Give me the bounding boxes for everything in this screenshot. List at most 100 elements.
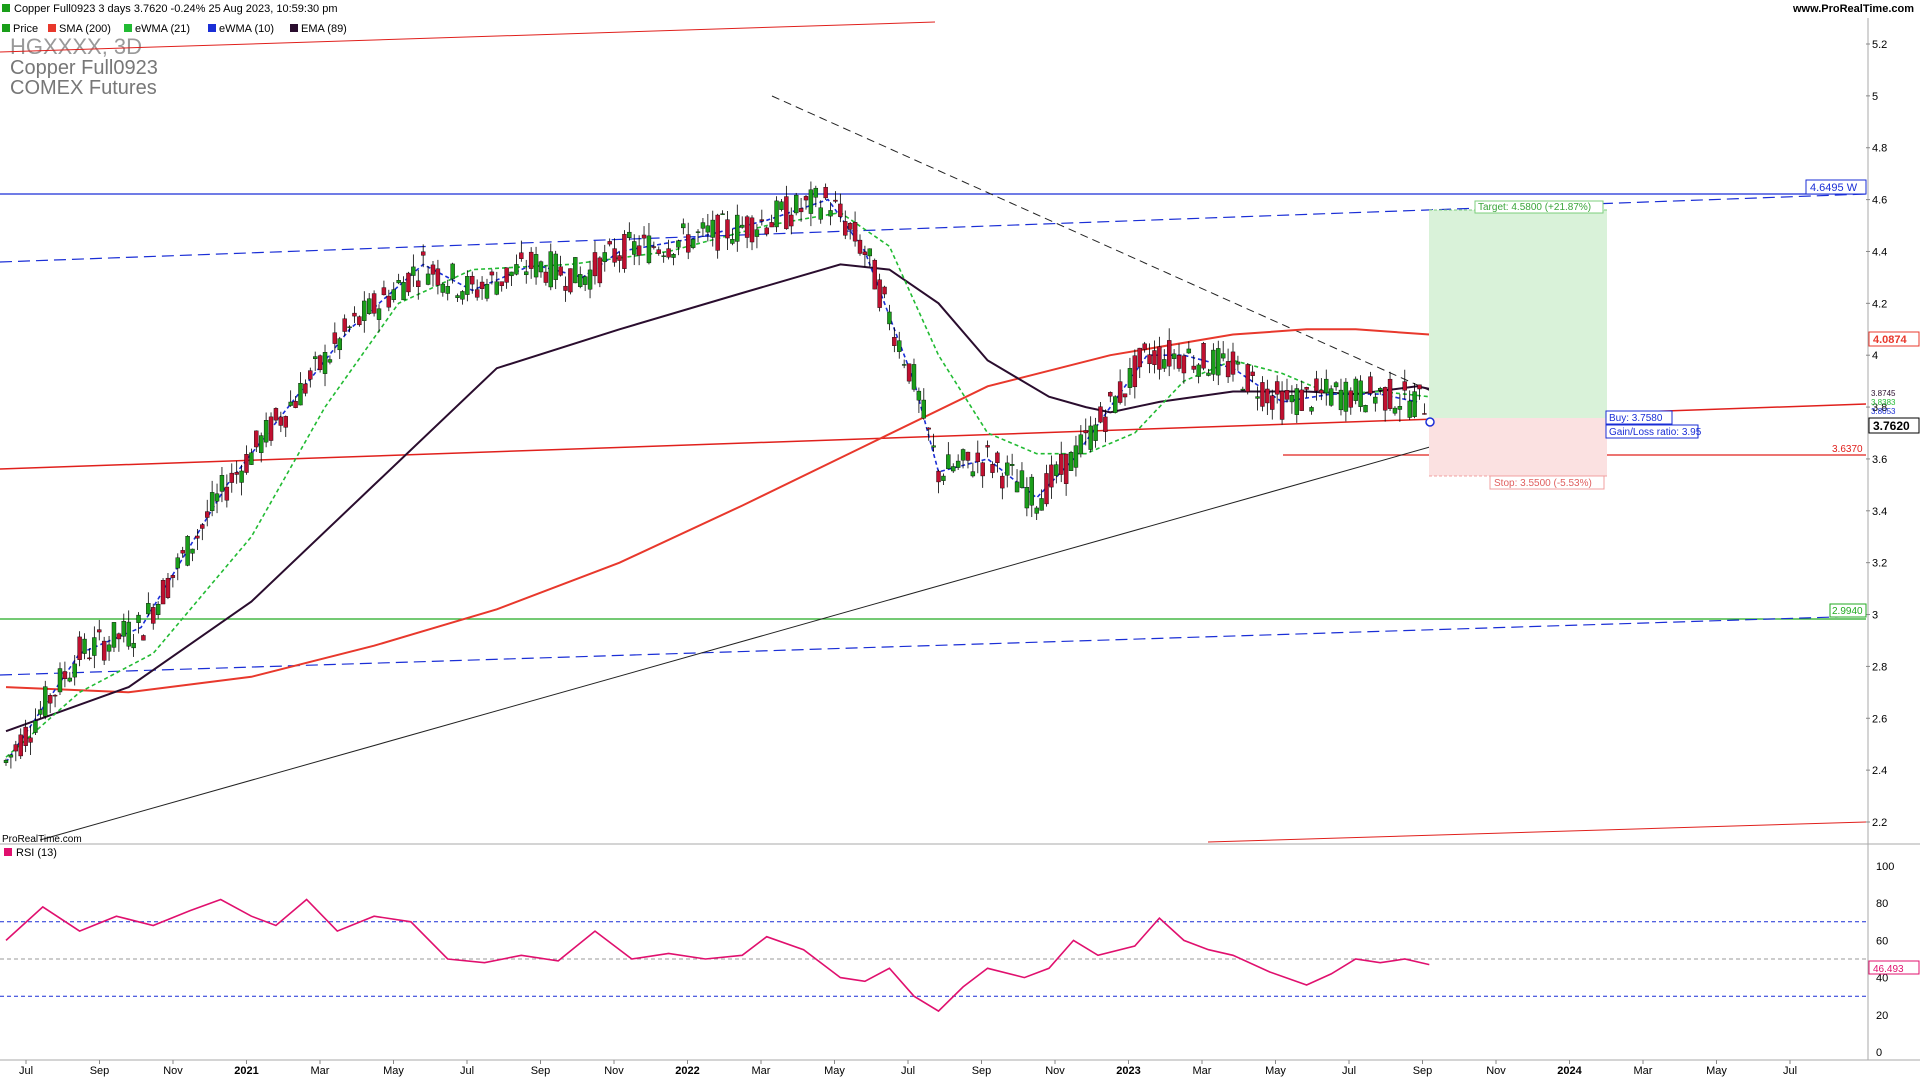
candle-body xyxy=(793,194,799,214)
candle-body xyxy=(195,535,200,539)
candle-body xyxy=(1171,353,1177,359)
price-tick-label: 5 xyxy=(1872,91,1878,103)
candle-body xyxy=(362,300,367,321)
candle-body xyxy=(82,638,87,654)
candle-body xyxy=(1299,389,1304,411)
candle-body xyxy=(990,464,995,473)
candle-body xyxy=(1088,425,1093,450)
candle-body xyxy=(1343,381,1349,412)
time-tick-label: Sep xyxy=(90,1065,110,1077)
candle-body xyxy=(872,259,877,290)
candle-body xyxy=(52,694,58,697)
candle-body xyxy=(1073,445,1079,468)
candle-body xyxy=(1063,453,1069,484)
rsi-tick-label: 80 xyxy=(1876,898,1888,910)
candle-body xyxy=(578,274,583,287)
candle-body xyxy=(185,536,190,566)
candle-body xyxy=(391,289,396,300)
legend-label-4: EMA (89) xyxy=(301,23,347,35)
candle-body xyxy=(1019,470,1025,488)
candle-body xyxy=(160,580,166,605)
candle-body xyxy=(499,281,504,286)
candle-body xyxy=(460,291,465,300)
rsi-tick-label: 100 xyxy=(1876,861,1894,873)
time-tick-label: Nov xyxy=(1486,1065,1506,1077)
candle-body xyxy=(1348,390,1353,408)
candle-body xyxy=(740,224,745,228)
candle-body xyxy=(749,217,755,243)
last-price-box xyxy=(1868,417,1920,434)
candle-body xyxy=(1049,464,1054,488)
candle-body xyxy=(1304,387,1309,390)
rsi-tag: 46.493 xyxy=(1873,964,1904,975)
instrument-name: Copper Full0923 xyxy=(10,57,158,79)
candle-body xyxy=(337,338,342,351)
candle-body xyxy=(906,363,912,382)
candle-body xyxy=(901,364,907,366)
candle-body xyxy=(435,268,441,286)
candle-body xyxy=(622,234,627,269)
legend-swatch-1 xyxy=(48,24,56,32)
candle-body xyxy=(700,222,706,229)
candle-body xyxy=(283,416,288,428)
candle-body xyxy=(317,355,323,371)
candle-body xyxy=(1392,407,1398,414)
candle-body xyxy=(327,359,333,363)
candle-body xyxy=(661,255,666,257)
candle-body xyxy=(1039,498,1044,511)
candle-body xyxy=(715,214,720,251)
candle-body xyxy=(38,709,43,715)
trade-annotations: Target: 4.5800 (+21.87%) Stop: 3.5500 (-… xyxy=(1425,200,1702,490)
candle-body xyxy=(224,486,230,501)
candle-body xyxy=(1274,381,1280,395)
candle-body xyxy=(322,352,328,374)
time-tick-label: Nov xyxy=(604,1065,624,1077)
candle-body xyxy=(411,266,416,276)
candle-body xyxy=(543,271,549,283)
candle-body xyxy=(67,677,73,682)
candle-body xyxy=(617,255,622,261)
rsi-tick-label: 40 xyxy=(1876,973,1888,985)
candle-body xyxy=(553,253,558,280)
candle-body xyxy=(371,293,377,314)
candle-body xyxy=(686,234,691,253)
candle-body xyxy=(587,269,593,290)
candle-body xyxy=(857,239,863,254)
candle-body xyxy=(1211,349,1216,375)
candle-body xyxy=(882,286,887,295)
candle-body xyxy=(862,251,868,255)
candle-body xyxy=(1014,481,1020,493)
target-zone xyxy=(1429,210,1607,418)
candle-body xyxy=(209,492,215,512)
candle-body xyxy=(705,225,711,233)
candle-body xyxy=(852,222,858,242)
entry-marker xyxy=(1425,417,1435,427)
candle-body xyxy=(1279,391,1285,420)
ratio-label: Gain/Loss ratio: 3.95 xyxy=(1609,427,1702,438)
candle-body xyxy=(1216,348,1221,376)
ma-tag-1: 3.8745 xyxy=(1871,389,1896,398)
candle-body xyxy=(1412,391,1417,418)
candle-body xyxy=(445,286,450,294)
candle-body xyxy=(303,383,308,394)
top-red-line xyxy=(0,21,936,53)
candle-body xyxy=(1289,395,1295,403)
candle-body xyxy=(293,400,298,408)
candle-body xyxy=(897,340,902,352)
rsi-tick-label: 60 xyxy=(1876,935,1888,947)
candle-body xyxy=(376,308,382,320)
candle-body xyxy=(1353,378,1358,401)
ma-tag-3: 3.8053 xyxy=(1871,407,1896,416)
candle-body xyxy=(1225,361,1231,378)
candle-body xyxy=(1260,382,1265,407)
candle-body xyxy=(1059,453,1064,475)
target-box xyxy=(1474,200,1604,214)
candle-body xyxy=(1103,416,1108,432)
price-tick-label: 3.2 xyxy=(1872,558,1887,570)
candle-body xyxy=(401,281,406,301)
candle-body xyxy=(681,223,686,229)
candle-body xyxy=(440,283,446,293)
candle-body xyxy=(1127,368,1133,388)
candle-body xyxy=(1397,406,1403,410)
